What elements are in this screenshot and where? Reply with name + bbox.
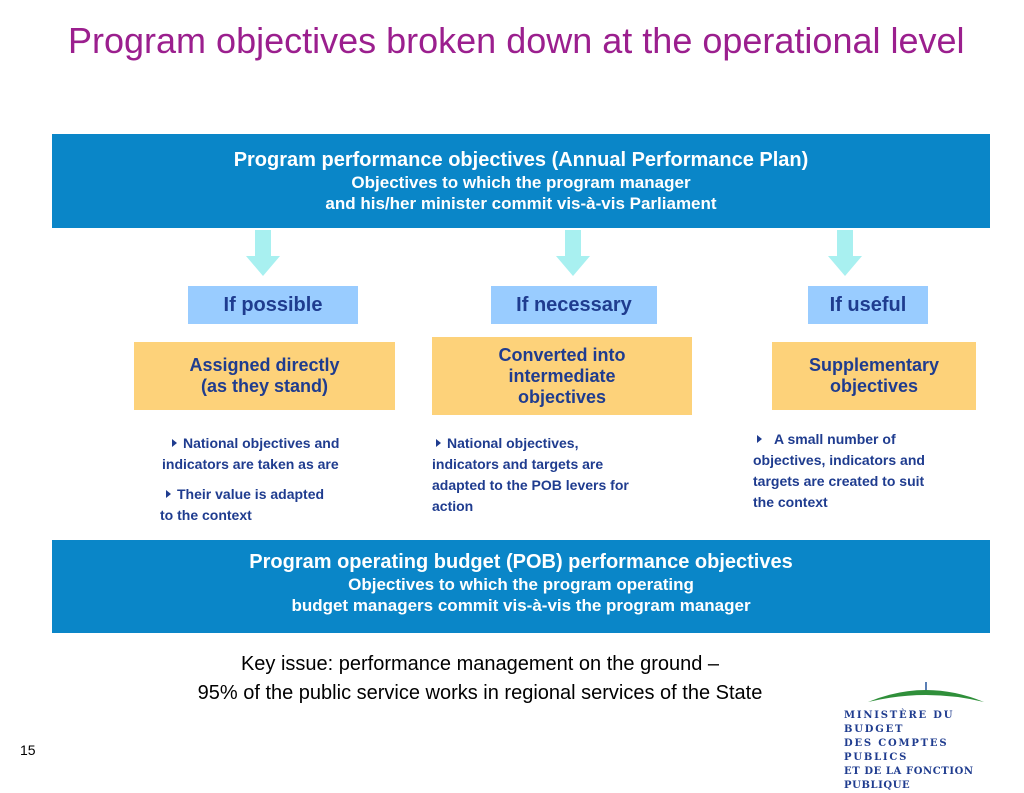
- down-arrow-icon: [556, 230, 590, 276]
- outcome-line: objectives: [829, 376, 919, 396]
- outcome-line: intermediate: [508, 365, 616, 386]
- bullet-triangle-icon: [172, 439, 177, 447]
- key-issue-text: Key issue: performance management on the…: [197, 653, 763, 704]
- bullet-triangle-icon: [757, 435, 762, 443]
- logo-line2: DES COMPTES PUBLICS: [844, 738, 949, 763]
- pob-objectives-box: Program operating budget (POB) performan…: [52, 540, 990, 633]
- note-right: A small number of objectives, indicators…: [753, 431, 925, 510]
- outcome-line: objectives: [517, 386, 607, 407]
- logo-line1: MINISTÈRE DU BUDGET: [844, 710, 955, 735]
- outcome-converted: Converted into intermediate objectives: [432, 337, 692, 415]
- outcome-line: Supplementary: [808, 355, 940, 375]
- condition-if-possible: If possible: [188, 286, 358, 324]
- down-arrow-icon: [828, 230, 862, 276]
- top-box-heading: Program performance objectives (Annual P…: [233, 149, 809, 171]
- program-objectives-box: Program performance objectives (Annual P…: [52, 134, 990, 228]
- bullet-triangle-icon: [436, 439, 441, 447]
- top-box-line3: and his/her minister commit vis-à-vis Pa…: [325, 194, 717, 213]
- top-box-line2: Objectives to which the program manager: [351, 173, 691, 192]
- bullet-triangle-icon: [166, 490, 171, 498]
- outcome-line: (as they stand): [200, 376, 328, 396]
- bottom-box-line2: Objectives to which the program operatin…: [348, 575, 694, 594]
- condition-if-necessary: If necessary: [491, 286, 657, 324]
- condition-if-useful: If useful: [808, 286, 928, 324]
- outcome-assigned-directly: Assigned directly (as they stand): [134, 342, 395, 410]
- slide-title: Program objectives broken down at the op…: [68, 20, 965, 61]
- page-number: 15: [20, 742, 36, 758]
- outcome-supplementary: Supplementary objectives: [772, 342, 976, 410]
- outcome-line: Converted into: [498, 344, 626, 365]
- ministry-logo: MINISTÈRE DU BUDGET DES COMPTES PUBLICS …: [838, 680, 1014, 791]
- logo-arc-icon: [868, 682, 984, 702]
- note-middle: National objectives, indicators and targ…: [432, 435, 629, 514]
- down-arrow-icon: [246, 230, 280, 276]
- note-left-1: National objectives and indicators are t…: [162, 435, 340, 472]
- note-left-2: Their value is adapted to the context: [160, 486, 325, 523]
- outcome-line: Assigned directly: [189, 355, 340, 375]
- logo-line3: ET DE LA FONCTION PUBLIQUE: [844, 766, 974, 791]
- bottom-box-heading: Program operating budget (POB) performan…: [249, 551, 793, 573]
- bottom-box-line3: budget managers commit vis-à-vis the pro…: [291, 596, 751, 615]
